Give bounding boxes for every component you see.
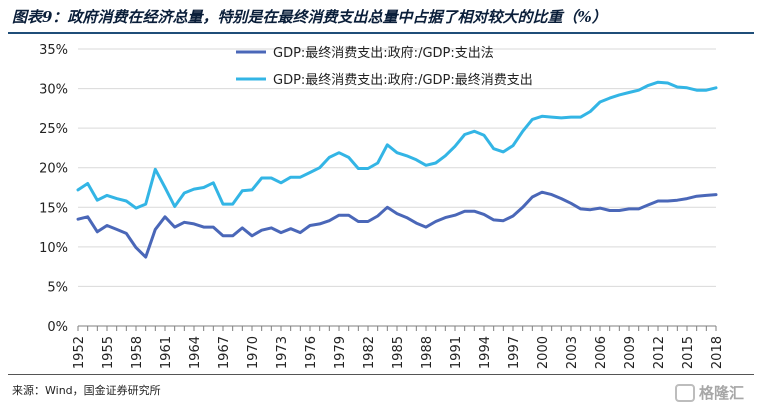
line-chart: 0%5%10%15%20%25%30%35% 1952 1955 1958 1961 1… — [39, 43, 725, 369]
title-rule — [8, 32, 754, 34]
x-tick-labels: 1952 1955 1958 1961 1964 1967 1970 1973 1976 1979… — [72, 336, 725, 369]
y-tick-label: 10% — [39, 241, 68, 256]
x-tick-label: 1994 — [478, 336, 493, 369]
x-tick-label: 1976 — [304, 336, 319, 369]
y-tick-label: 30% — [39, 83, 68, 98]
x-tick-label: 1979 — [333, 336, 348, 369]
source-note: 来源：Wind，国金证券研究所 — [12, 384, 161, 397]
y-tick-label: 0% — [47, 320, 68, 335]
x-tick-label: 1952 — [72, 336, 87, 369]
x-tick-label: 1973 — [275, 336, 290, 369]
x-tick-label: 2018 — [710, 336, 725, 369]
chart-title: 图表9：政府消费在经济总量，特别是在最终消费支出总量中占据了相对较大的比重（%） — [12, 8, 607, 26]
x-tick-label: 1997 — [507, 336, 522, 369]
x-tick-label: 1991 — [449, 336, 464, 369]
x-tick-label: 1982 — [362, 336, 377, 369]
x-tick-label: 2003 — [565, 336, 580, 369]
y-tick-labels: 0% 5% 10% 15% 20% 25% 30% 35% — [39, 43, 68, 335]
watermark-logo-icon — [674, 383, 695, 402]
y-tick-label: 5% — [47, 280, 68, 295]
x-tick-label: 2009 — [623, 336, 638, 369]
y-tick-label: 35% — [39, 43, 68, 58]
x-tick-label: 2015 — [681, 336, 696, 369]
series-line-1 — [76, 190, 718, 259]
footer-rule — [8, 374, 754, 375]
x-tick-label: 1964 — [188, 336, 203, 369]
x-tick-label: 1958 — [130, 336, 145, 369]
legend-label-1: GDP:最终消费支出:政府:/GDP:支出法 — [273, 45, 494, 61]
legend: GDP:最终消费支出:政府:/GDP:支出法 GDP:最终消费支出:政府:/GDP… — [236, 45, 533, 88]
x-tick-label: 1988 — [420, 336, 435, 369]
y-tick-label: 15% — [39, 201, 68, 216]
x-tick-label: 1970 — [246, 336, 261, 369]
grid-lines — [78, 48, 716, 287]
legend-label-2: GDP:最终消费支出:政府:/GDP:最终消费支出 — [273, 72, 533, 88]
axes — [77, 325, 717, 331]
x-tick-label: 1967 — [217, 336, 232, 369]
x-tick-label: 1955 — [101, 336, 116, 369]
y-tick-label: 20% — [39, 162, 68, 177]
x-tick-label: 1961 — [159, 336, 174, 369]
watermark-text: 格隆汇 — [698, 384, 744, 402]
x-tick-label: 2000 — [536, 336, 551, 369]
x-tick-label: 2012 — [652, 336, 667, 369]
x-tick-label: 2006 — [594, 336, 609, 369]
x-tick-label: 1985 — [391, 336, 406, 369]
y-tick-label: 25% — [39, 122, 68, 137]
watermark: 格隆汇 — [674, 382, 744, 403]
series-line-2 — [76, 80, 718, 210]
series-lines — [76, 80, 718, 259]
